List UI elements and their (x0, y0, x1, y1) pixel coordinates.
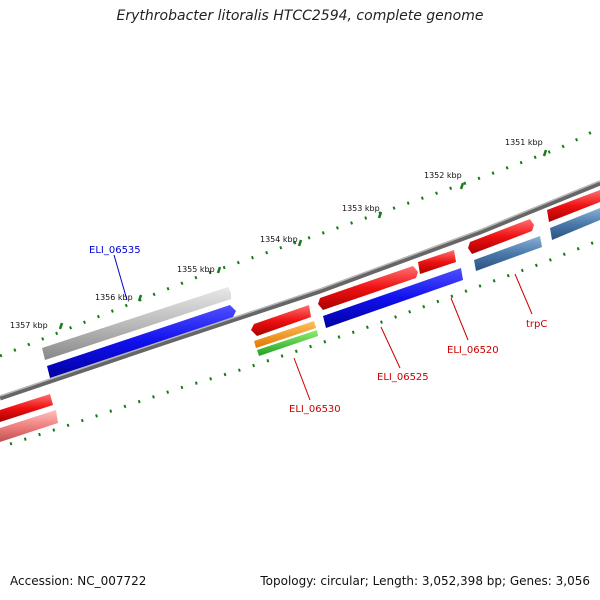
misc-feature-eli06530[interactable] (257, 330, 318, 356)
cds-right-partial[interactable] (550, 208, 600, 240)
tick-label-1351kbp: 1351 kbp (505, 138, 543, 147)
callout-line-eli06535 (113, 254, 128, 301)
cds-trpc[interactable] (474, 236, 542, 271)
gene-eli06520[interactable] (418, 250, 456, 274)
cds-eli06525[interactable] (323, 268, 463, 328)
callout-line-eli06530 (293, 357, 311, 401)
accession-text: Accession: NC_007722 (10, 574, 147, 588)
gene-eli06530[interactable] (251, 305, 311, 336)
cds-left-partial[interactable] (0, 410, 58, 442)
tick-label-1357kbp: 1357 kbp (10, 321, 48, 330)
gene-right-partial[interactable] (547, 190, 600, 222)
label-eli06520[interactable]: ELI_06520 (447, 345, 499, 356)
genome-backbone (0, 180, 600, 401)
tick-label-1353kbp: 1353 kbp (342, 204, 380, 213)
callout-line-eli06525 (380, 326, 401, 369)
outer-tick-ring (0, 126, 600, 358)
cds-eli06530[interactable] (254, 321, 316, 348)
tick-label-1352kbp: 1352 kbp (424, 171, 462, 180)
callout-line-eli06520 (450, 297, 469, 341)
tick-label-1356kbp: 1356 kbp (95, 293, 133, 302)
label-eli06530[interactable]: ELI_06530 (289, 404, 341, 415)
gene-left-partial[interactable] (0, 394, 53, 422)
map-title: Erythrobacter litoralis HTCC2594, comple… (116, 8, 484, 24)
gene-eli06525[interactable] (318, 266, 418, 310)
cds-eli06535[interactable] (47, 305, 236, 378)
tick-label-1354kbp: 1354 kbp (260, 235, 298, 244)
tick-label-1355kbp: 1355 kbp (177, 265, 215, 274)
gene-eli06535[interactable] (42, 287, 231, 360)
gene-trpc[interactable] (468, 219, 534, 254)
label-trpc[interactable]: trpC (526, 319, 547, 330)
label-eli06525[interactable]: ELI_06525 (377, 372, 429, 383)
label-eli06535[interactable]: ELI_06535 (89, 245, 141, 256)
genome-info-text: Topology: circular; Length: 3,052,398 bp… (260, 574, 590, 588)
callout-line-trpc (514, 273, 533, 315)
